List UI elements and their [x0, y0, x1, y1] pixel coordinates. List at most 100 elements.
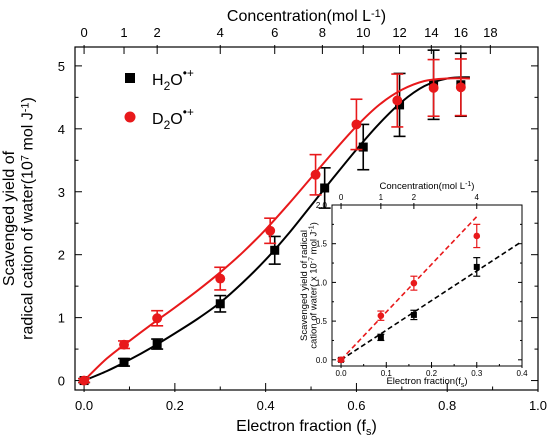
point-circle [428, 82, 439, 93]
inset-x-tick-label-part: 0.3 [471, 369, 483, 378]
inset-x-tick-label: 0.2 [426, 369, 438, 378]
y-axis-title: Scavenged yield of radical cation of wate… [1, 97, 37, 340]
x2-tick-label-part: 10 [356, 25, 370, 40]
inset-x2-tick-label: 1 [379, 193, 384, 202]
inset-x-tick-label-part: 0.0 [335, 369, 347, 378]
y-tick-label-part: 0 [58, 374, 65, 389]
inset-point-circle [410, 279, 418, 287]
legend: H2O•+ D2O•+ [124, 66, 194, 132]
inset-x-tick-label: 0.4 [516, 369, 528, 378]
inset-y-tick-label: 1.5 [316, 240, 328, 249]
y-axis-title-line2: radical cation of water(107 mol J-1) [20, 97, 37, 340]
x-tick-label-part: 0.6 [347, 398, 365, 413]
x2-axis-title-part: ) [381, 8, 386, 25]
point-circle [152, 313, 163, 324]
x-tick-label-part: 0.2 [166, 398, 184, 413]
inset-x2-tick-label-part: 4 [475, 193, 480, 202]
x-tick-label-part: 0.8 [438, 398, 456, 413]
legend-label: D2O•+ [152, 105, 194, 132]
inset-y-tick-label: 0.5 [316, 317, 328, 326]
inset-x-tick-label: 0.1 [381, 369, 393, 378]
y-axis-title-line2-part: mol J [20, 112, 37, 155]
legend-label-part: •+ [183, 66, 194, 80]
x2-tick-label: 14 [424, 25, 438, 40]
inset-y-tick-label-part: 1.0 [316, 278, 328, 287]
y-tick-label: 2 [58, 248, 65, 263]
inset-fit-line-1 [340, 216, 478, 361]
point-square [119, 357, 129, 367]
point-circle [310, 169, 321, 180]
legend-label-part: •+ [183, 105, 194, 119]
point-circle [392, 95, 403, 106]
inset-series-1 [337, 216, 481, 364]
inset-y-axis-title-line2-part: ) [308, 222, 319, 225]
y-tick-label-part: 1 [58, 311, 65, 326]
inset-y-tick-label: 0.0 [316, 356, 328, 365]
x2-tick-label-part: 8 [319, 25, 326, 40]
point-circle [79, 375, 90, 386]
point-square [152, 339, 162, 349]
inset-y-tick-label-part: 0.0 [316, 356, 328, 365]
inset-x-axis-title-part: s [461, 382, 465, 389]
legend-label: H2O•+ [152, 66, 194, 93]
inset-x-axis-title-part: ) [464, 376, 467, 387]
inset-point-square [377, 334, 384, 341]
inset-x-axis-title: Electron fraction(fs) [386, 376, 467, 389]
inset-x2-axis-title: Concentration(mol L-1) [380, 181, 475, 192]
y-axis-title-line2-part: radical cation of water(10 [20, 161, 37, 340]
inset-y-tick-label: 1.0 [316, 278, 328, 287]
x-tick-label: 0.6 [347, 398, 365, 413]
inset-x-tick-label: 0.3 [471, 369, 483, 378]
x2-tick-label-part: 18 [483, 25, 497, 40]
y-tick-label: 5 [58, 59, 65, 74]
point-square [395, 100, 405, 110]
y-tick-label: 1 [58, 311, 65, 326]
y-axis-title-line1: Scavenged yield of [1, 150, 18, 286]
fit-line-1 [83, 77, 470, 382]
plot-frame [74, 46, 539, 391]
inset-y-tick-label: 2.0 [316, 201, 328, 210]
x-tick-label: 0.4 [257, 398, 275, 413]
x2-tick-label-part: 1 [120, 25, 127, 40]
x-axis-title: Electron fraction (fs) [236, 418, 377, 438]
inset-y-tick-label-part: 2.0 [316, 201, 328, 210]
x2-axis-title: Concentration(mol L-1) [227, 8, 386, 25]
y-tick-label: 0 [58, 374, 65, 389]
inset-x-tick-label: 0.0 [335, 369, 347, 378]
inset-y-tick-label-part: 0.5 [316, 317, 328, 326]
x-tick-label: 0.0 [75, 398, 93, 413]
point-square [270, 245, 280, 255]
series-1 [78, 58, 470, 386]
x2-tick-label-part: 0 [80, 25, 87, 40]
x2-tick-label: 4 [217, 25, 224, 40]
inset-y-axis-title-line1: Scavenged yield of radical [299, 230, 310, 341]
x-tick-label-part: 0.0 [75, 398, 93, 413]
inset-fit-line-0 [340, 240, 523, 361]
inset-y-axis-title-line2-part: cation of water( x 10 [308, 263, 319, 349]
x-axis-title-part: s [366, 426, 372, 438]
inset-x2-tick-label-part: 0 [339, 193, 344, 202]
x-tick-label: 1.0 [529, 398, 547, 413]
legend-label-part: 2 [164, 79, 171, 93]
x2-tick-label: 10 [356, 25, 370, 40]
point-circle [455, 82, 466, 93]
inset-point-circle [337, 356, 345, 364]
legend-label-part: O [170, 72, 182, 89]
x-tick-label-part: 0.4 [257, 398, 275, 413]
inset-x2-tick-label: 2 [412, 193, 417, 202]
inset-y-axis-title-line1-part: Scavenged yield of radical [299, 230, 310, 341]
inset-chart: 0.0 0.1 0.2 0.3 0.4 0.0 0.5 1.0 1.5 2.0 0 1 2 4 Electr… [299, 181, 528, 389]
x2-tick-label: 18 [483, 25, 497, 40]
inset-x2-axis-title-part: -1 [465, 181, 471, 188]
x-tick-label-part: 1.0 [529, 398, 547, 413]
inset-x2-axis-title-part: Concentration(mol L [380, 181, 466, 192]
x-tick-label: 0.2 [166, 398, 184, 413]
y-tick-label: 3 [58, 185, 65, 200]
point-circle [351, 119, 362, 130]
y-axis-title-line2-part: -1 [20, 102, 32, 112]
x2-tick-label-part: 12 [392, 25, 406, 40]
legend-label-part: 2 [164, 118, 171, 132]
